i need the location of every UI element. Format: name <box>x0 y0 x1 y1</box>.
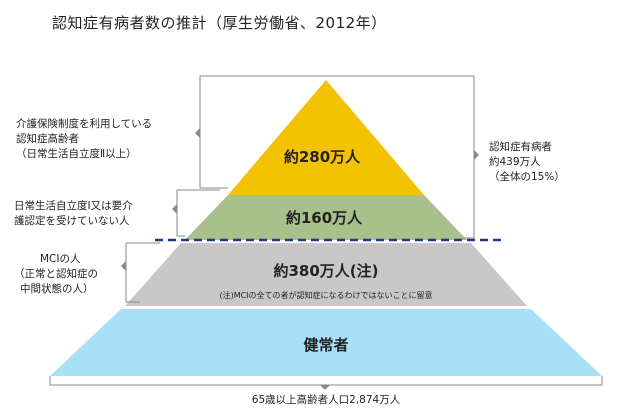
bracket-mci <box>125 242 160 303</box>
bracket-bottom-arrow <box>320 385 330 390</box>
layer-top-label: 約280万人 <box>284 148 361 166</box>
bracket-care-arrow <box>195 128 200 138</box>
layer-mci-shape <box>125 243 527 306</box>
bracket-level1-arrow <box>172 204 177 214</box>
layer-second-shape <box>185 195 467 240</box>
note-level1-line-2: 護認定を受けていない人 <box>14 214 130 227</box>
note-mci-line-2: （正常と認知症の <box>14 267 98 280</box>
note-care-line-1: 介護保険制度を利用している <box>16 117 152 130</box>
layer-top-shape <box>228 80 424 195</box>
note-right-line-1: 認知症有病者 <box>489 140 552 153</box>
layer-healthy-shape <box>50 309 602 376</box>
note-mci-line-3: 中間状態の人） <box>20 282 94 295</box>
note-care-line-2: 認知症高齢者 <box>16 132 79 145</box>
layer-second-label: 約160万人 <box>286 209 363 227</box>
note-care-line-3: （日常生活自立度Ⅱ以上） <box>16 147 137 160</box>
diagram-title: 認知症有病者数の推計（厚生労働省、2012年） <box>52 14 387 32</box>
note-bottom: 65歳以上高齢者人口2,874万人 <box>252 393 401 406</box>
note-mci-line-1: MCIの人 <box>40 253 81 265</box>
bracket-bottom <box>49 376 603 386</box>
note-right-line-2: 約439万人 <box>489 155 541 168</box>
layer-mci-label: 約380万人(注) <box>273 262 378 280</box>
layer-healthy-label: 健常者 <box>303 336 348 354</box>
bracket-mci-arrow <box>121 261 126 271</box>
note-level1-line-1: 日常生活自立度Ⅰ又は要介 <box>14 199 133 212</box>
bracket-right-arrow <box>474 150 479 160</box>
note-right-line-3: （全体の15%） <box>489 170 565 183</box>
layer-mci-note: (注)MCIの全ての者が認知症になるわけではないことに留意 <box>219 290 432 300</box>
